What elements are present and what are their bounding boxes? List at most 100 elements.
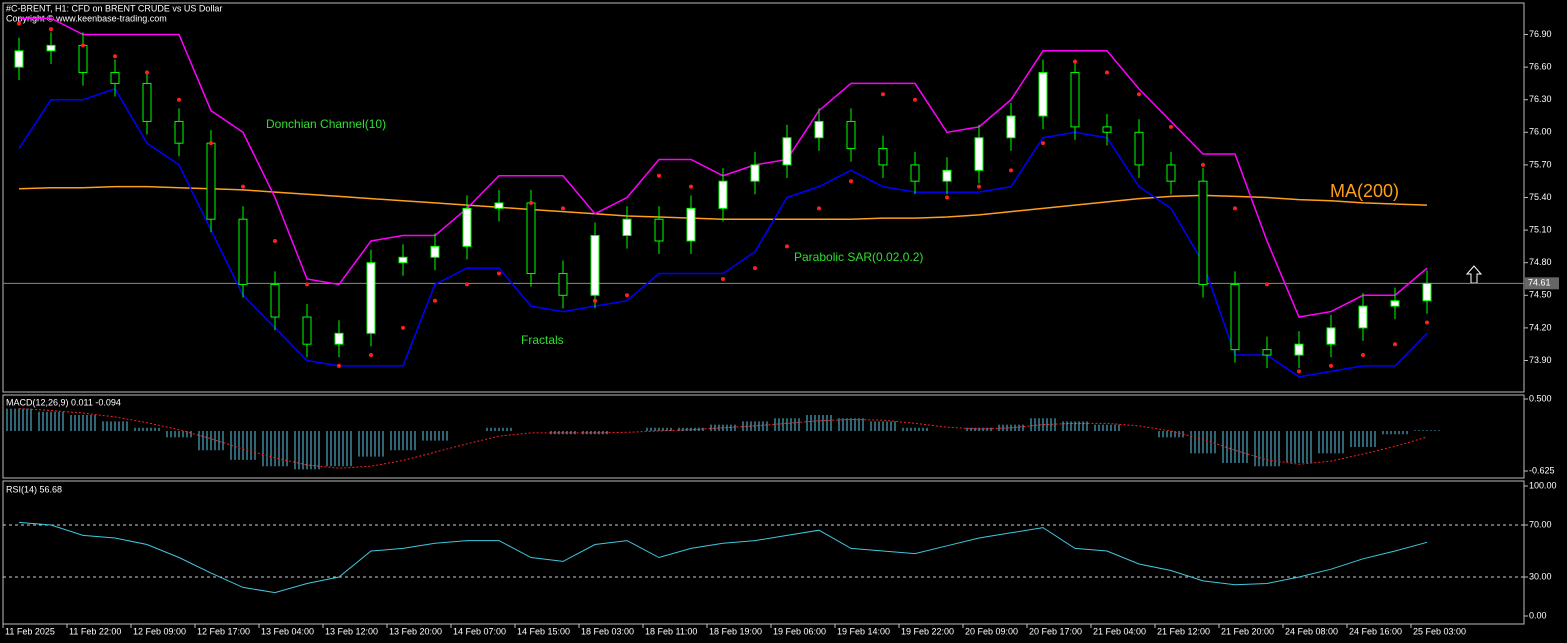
- sar-dot: [785, 244, 789, 249]
- rsi-tick-label: 100.00: [1529, 480, 1557, 490]
- x-tick-label: 20 Feb 17:00: [1029, 626, 1082, 636]
- sar-dot: [145, 70, 149, 75]
- candle-body: [622, 218, 632, 237]
- sar-dot: [81, 43, 85, 48]
- candle-body: [1230, 283, 1240, 351]
- x-tick-label: 19 Feb 22:00: [901, 626, 954, 636]
- x-tick-label: 18 Feb 03:00: [581, 626, 634, 636]
- x-tick-label: 21 Feb 20:00: [1221, 626, 1274, 636]
- ma-label: MA(200): [1330, 181, 1399, 201]
- sar-dot: [1393, 342, 1397, 347]
- candle-body: [1358, 305, 1368, 329]
- candle-body: [206, 142, 216, 220]
- macd-tick-label: -0.625: [1529, 465, 1555, 475]
- candle-body: [1198, 180, 1208, 285]
- candle-body: [302, 316, 312, 345]
- x-tick-label: 11 Feb 2025: [5, 626, 55, 636]
- candle-body: [1134, 131, 1144, 166]
- candle-body: [462, 207, 472, 247]
- sar-dot: [1329, 363, 1333, 368]
- y-tick-label: 76.90: [1529, 29, 1552, 39]
- x-tick-label: 19 Feb 06:00: [773, 626, 826, 636]
- x-tick-label: 18 Feb 11:00: [645, 626, 697, 636]
- x-tick-label: 13 Feb 12:00: [325, 626, 378, 636]
- x-tick-label: 14 Feb 15:00: [517, 626, 570, 636]
- x-tick-label: 12 Feb 17:00: [197, 626, 250, 636]
- y-tick-label: 75.10: [1529, 224, 1552, 234]
- candle-body: [782, 137, 792, 166]
- y-tick-label: 75.70: [1529, 159, 1552, 169]
- y-tick-label: 74.20: [1529, 322, 1552, 332]
- sar-dot: [721, 276, 725, 281]
- y-tick-label: 75.40: [1529, 192, 1552, 202]
- candle-body: [974, 137, 984, 171]
- sar-dot: [433, 298, 437, 303]
- sar-dot: [817, 206, 821, 211]
- candle-body: [1006, 115, 1016, 139]
- x-tick-label: 12 Feb 09:00: [133, 626, 186, 636]
- rsi-level-tick-label: 70.00: [1529, 519, 1552, 529]
- sar-dot: [497, 271, 501, 276]
- x-tick-label: 19 Feb 14:00: [837, 626, 890, 636]
- candle-body: [78, 44, 88, 74]
- candle-body: [334, 332, 344, 345]
- candle-body: [654, 218, 664, 242]
- sar-dot: [401, 325, 405, 330]
- candle-body: [910, 164, 920, 182]
- candle-body: [1262, 349, 1272, 356]
- rsi-line: [18, 521, 1428, 594]
- sar-dot: [593, 298, 597, 303]
- sar-dot: [625, 293, 629, 298]
- sar-dot: [1073, 59, 1077, 64]
- candle-body: [110, 72, 120, 84]
- y-tick-label: 74.50: [1529, 290, 1552, 300]
- candle-body: [1102, 126, 1112, 133]
- candle-body: [686, 207, 696, 242]
- sar-dot: [1297, 369, 1301, 374]
- candle-body: [398, 256, 408, 264]
- candle-body: [14, 50, 24, 68]
- sar-dot: [113, 54, 117, 59]
- candle-body: [1294, 343, 1304, 356]
- candle-body: [526, 202, 536, 275]
- x-tick-label: 24 Feb 16:00: [1349, 626, 1402, 636]
- candle-body: [718, 180, 728, 209]
- fractals-label: Fractals: [521, 333, 564, 347]
- candle-body: [846, 120, 856, 150]
- donchian-lower: [18, 87, 1428, 378]
- candle-body: [1038, 72, 1048, 117]
- x-tick-label: 25 Feb 03:00: [1413, 626, 1466, 636]
- sar-dot: [977, 184, 981, 189]
- rsi-level-tick-label: 30.00: [1529, 571, 1552, 581]
- y-tick-label: 76.00: [1529, 127, 1552, 137]
- sar-dot: [849, 179, 853, 184]
- candle-body: [366, 262, 376, 334]
- x-tick-label: 13 Feb 04:00: [261, 626, 314, 636]
- chart-title: #C-BRENT, H1: CFD on BRENT CRUDE vs US D…: [6, 3, 222, 13]
- candle-body: [1390, 300, 1400, 307]
- x-tick-label: 20 Feb 09:00: [965, 626, 1018, 636]
- sar-dot: [209, 141, 213, 146]
- sar-dot: [1105, 70, 1109, 75]
- x-tick-label: 13 Feb 20:00: [389, 626, 442, 636]
- y-tick-label: 76.30: [1529, 94, 1552, 104]
- sar-dot: [1137, 92, 1141, 97]
- sar-dot: [561, 206, 565, 211]
- sar-dot: [881, 92, 885, 97]
- sar-dot: [1169, 124, 1173, 129]
- sar-dot: [1201, 162, 1205, 167]
- sar-dot: [1233, 206, 1237, 211]
- y-tick-label: 76.60: [1529, 61, 1552, 71]
- sar-label: Parabolic SAR(0.02,0.2): [794, 250, 923, 264]
- candle-body: [750, 164, 760, 182]
- candle-body: [174, 120, 184, 144]
- sar-dot: [753, 266, 757, 271]
- sar-dot: [689, 184, 693, 189]
- candle-body: [590, 235, 600, 296]
- sar-dot: [241, 184, 245, 189]
- macd-tick-label: 0.500: [1529, 393, 1552, 403]
- last-price-label: 74.61: [1528, 278, 1551, 288]
- candle-body: [270, 283, 280, 318]
